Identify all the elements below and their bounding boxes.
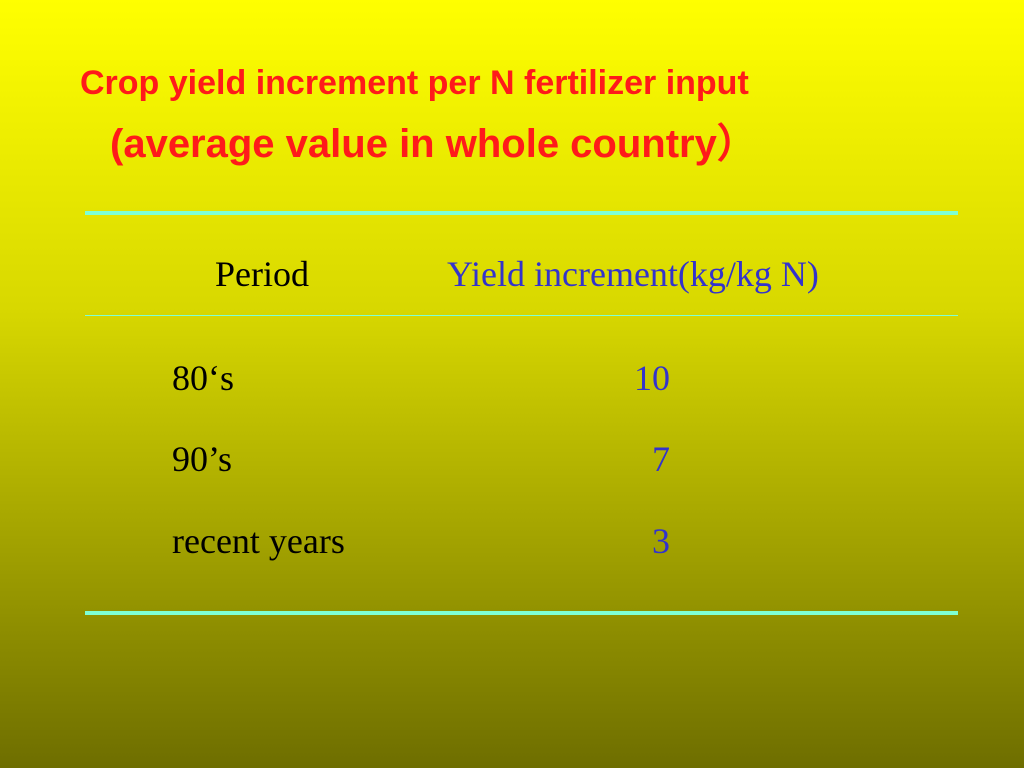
header-cell: Period: [215, 254, 309, 294]
period-cell: recent years: [172, 521, 345, 561]
value-cell: 10: [634, 358, 670, 398]
header-cell: Yield increment(kg/kg N): [447, 254, 819, 294]
rule: [85, 315, 958, 316]
value-cell: 7: [652, 439, 670, 479]
rule: [85, 611, 958, 615]
title-line: (average value in whole country）: [110, 122, 757, 166]
rule: [85, 211, 958, 215]
period-cell: 80‘s: [172, 358, 234, 398]
period-cell: 90’s: [172, 439, 233, 479]
value-cell: 3: [652, 521, 670, 561]
title-line: Crop yield increment per N fertilizer in…: [80, 64, 749, 102]
